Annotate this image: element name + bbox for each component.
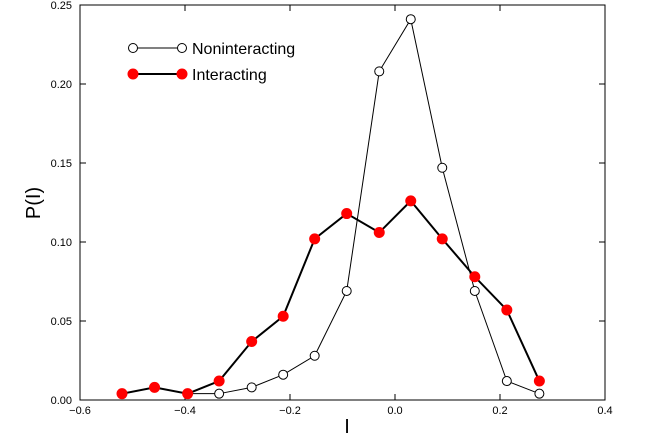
legend-label-interacting: Interacting: [192, 67, 267, 84]
data-point-noninteracting: [214, 388, 225, 399]
data-point-noninteracting: [341, 285, 352, 296]
data-point-interacting: [149, 381, 161, 393]
data-point-noninteracting: [374, 66, 385, 77]
y-tick-label: 0.05: [51, 316, 72, 328]
data-point-interacting: [501, 304, 513, 316]
y-axis-label: P(I): [23, 187, 45, 219]
data-point-interacting: [405, 195, 417, 207]
data-point-noninteracting: [246, 382, 257, 393]
legend-marker-interacting-left: [127, 68, 139, 80]
y-tick-label: 0.20: [51, 79, 72, 91]
data-point-interacting: [469, 271, 481, 283]
series-layer: [116, 14, 545, 400]
data-point-interacting: [213, 375, 225, 387]
data-point-interacting: [309, 233, 321, 245]
data-point-interacting: [341, 208, 353, 220]
x-tick-label: −0.2: [279, 405, 301, 417]
legend-marker-noninteracting-left: [128, 43, 138, 53]
x-tick-label: 0.2: [492, 405, 507, 417]
data-point-noninteracting: [278, 369, 289, 380]
data-point-noninteracting: [501, 376, 512, 387]
x-tick-label: 0.4: [597, 405, 612, 417]
data-point-interacting: [182, 388, 194, 400]
y-tick-label: 0.10: [51, 237, 72, 249]
data-point-noninteracting: [469, 285, 480, 296]
data-point-noninteracting: [405, 14, 416, 25]
axis-ticks: −0.6 −0.4 −0.2 0.0 0.2 0.4 0.00 0.05 0.10 0.15 0.2…: [51, 0, 613, 417]
data-point-interacting: [246, 336, 258, 348]
y-tick-label: 0.25: [51, 0, 72, 12]
data-point-noninteracting: [534, 388, 545, 399]
data-point-interacting: [533, 375, 545, 387]
legend-marker-interacting-right: [176, 68, 188, 80]
data-point-interacting: [436, 233, 448, 245]
x-tick-label: −0.6: [69, 405, 91, 417]
series-line-interacting: [121, 199, 541, 395]
legend: Noninteracting Interacting: [127, 41, 295, 84]
legend-label-noninteracting: Noninteracting: [192, 41, 295, 58]
y-tick-label: 0.00: [51, 395, 72, 407]
y-tick-label: 0.15: [51, 158, 72, 170]
data-point-noninteracting: [437, 162, 448, 173]
data-point-noninteracting: [309, 350, 320, 361]
plot-frame: [79, 4, 606, 401]
x-axis-label: I: [344, 416, 350, 438]
x-tick-label: 0.0: [387, 405, 402, 417]
data-point-interacting: [116, 388, 128, 400]
data-point-interacting: [373, 227, 385, 239]
data-point-interacting: [277, 310, 289, 322]
legend-marker-noninteracting-right: [177, 43, 187, 53]
x-tick-label: −0.4: [174, 405, 196, 417]
